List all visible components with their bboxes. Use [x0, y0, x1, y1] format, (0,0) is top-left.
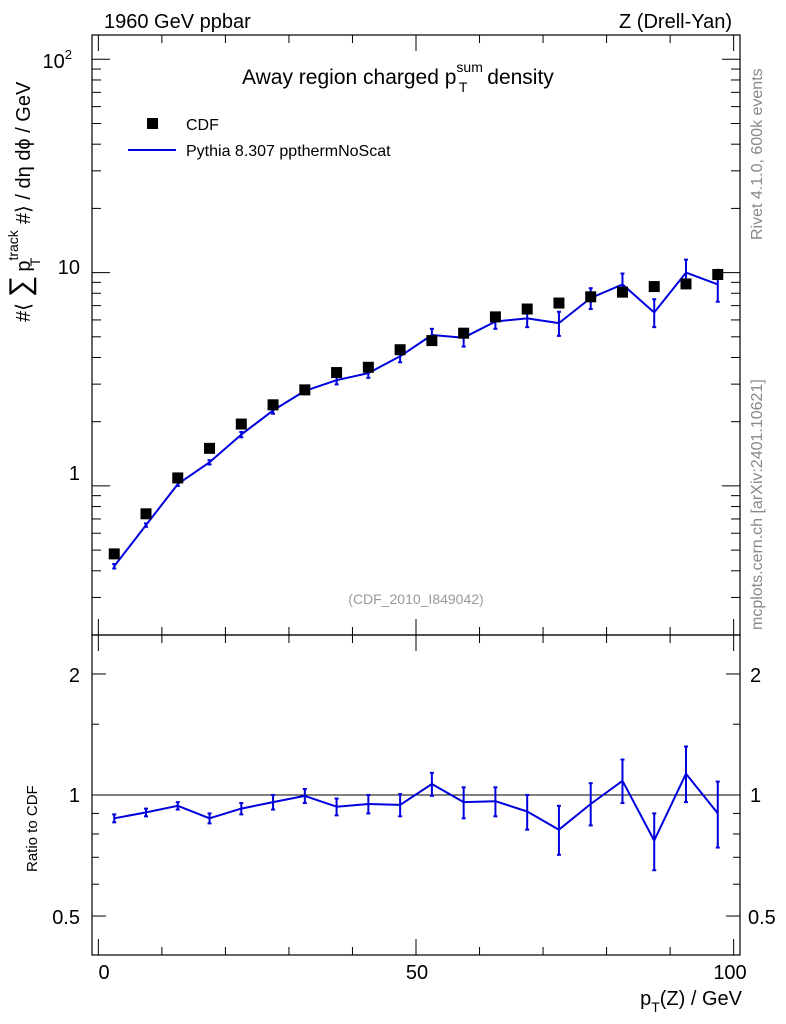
ratio-ytick-0.5-right: 0.5	[748, 907, 776, 929]
cdf-data-point	[235, 418, 247, 430]
ratio-line	[114, 772, 719, 842]
cdf-data-point	[585, 291, 597, 303]
cdf-data-point	[331, 367, 343, 379]
xtick-label-100: 100	[713, 962, 746, 984]
ratio-ytick-2-right: 2	[750, 665, 761, 687]
xlabel: pT(Z) / GeV	[640, 988, 743, 1015]
cdf-data-point	[712, 268, 724, 280]
ytick-label-1: 1	[69, 463, 80, 485]
xtick-label-50: 50	[406, 962, 428, 984]
rivet-version-label: Rivet 4.1.0, 600k events	[749, 68, 766, 240]
cdf-data-point	[680, 278, 692, 290]
cdf-data-point	[140, 508, 152, 520]
mc-line	[113, 271, 719, 567]
cdf-data-point	[267, 399, 279, 411]
ratio-ytick-0.5-left: 0.5	[52, 907, 80, 929]
cdf-data-point	[108, 548, 120, 560]
cdf-data-point	[362, 361, 374, 373]
header-process: Z (Drell-Yan)	[619, 11, 732, 33]
main-ylabel: #⟨∑ptrackT #⟩ / dη dϕ / GeV	[4, 81, 43, 322]
cdf-data-point	[426, 335, 438, 347]
xtick-label-0: 0	[98, 962, 109, 984]
cdf-data-point	[204, 442, 216, 454]
cdf-data-point	[458, 327, 470, 339]
chart-title: Away region charged psum T density	[242, 59, 554, 95]
cdf-data-point	[616, 286, 628, 298]
cdf-data-point	[648, 281, 660, 293]
legend-data-label: CDF	[186, 117, 219, 134]
cdf-data-point	[553, 297, 565, 309]
ytick-label-100: 102	[43, 47, 72, 73]
analysis-reference: (CDF_2010_I849042)	[348, 591, 483, 607]
legend-data-marker	[147, 118, 158, 129]
header-energy: 1960 GeV ppbar	[104, 11, 251, 33]
source-label: mcplots.cern.ch [arXiv:2401.10621]	[749, 379, 766, 630]
ratio-frame	[91, 634, 741, 956]
cdf-data-point	[172, 472, 184, 484]
ratio-ytick-2-left: 2	[69, 665, 80, 687]
cdf-data-point	[299, 384, 311, 396]
ratio-ytick-1-left: 1	[69, 785, 80, 807]
ytick-label-10: 10	[58, 257, 80, 279]
cdf-data-point	[489, 311, 501, 323]
ratio-ytick-1-right: 1	[750, 785, 761, 807]
cdf-data-point	[394, 344, 406, 356]
legend-mc-label: Pythia 8.307 ppthermNoScat	[186, 143, 391, 160]
ratio-data-marks	[92, 745, 740, 872]
main-data-marks	[108, 258, 724, 570]
cdf-data-point	[521, 303, 533, 315]
ratio-ylabel: Ratio to CDF	[24, 785, 41, 872]
